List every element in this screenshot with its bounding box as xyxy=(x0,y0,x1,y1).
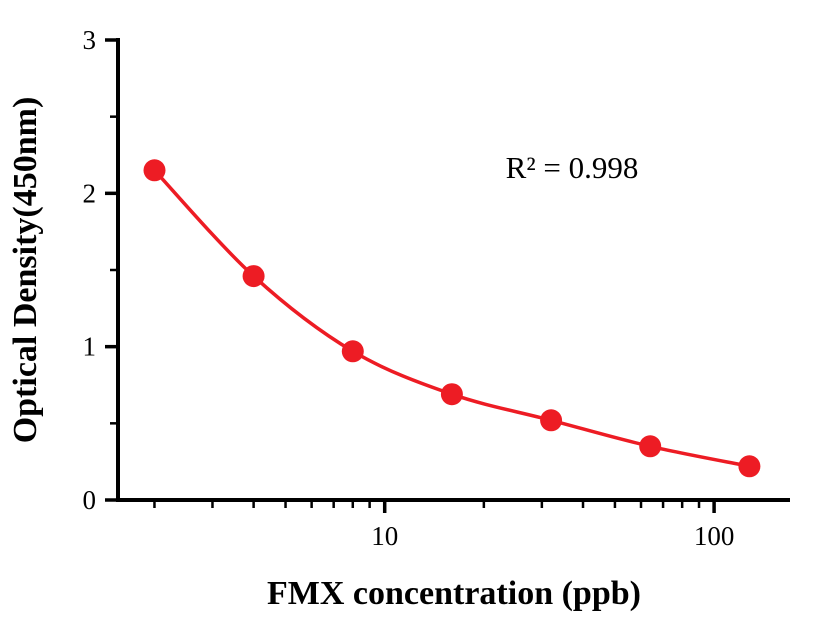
x-axis-title: FMX concentration (ppb) xyxy=(267,575,641,612)
data-point xyxy=(143,159,166,182)
data-point xyxy=(341,340,364,363)
data-point xyxy=(440,383,463,406)
data-point xyxy=(242,265,265,288)
y-tick-label: 3 xyxy=(83,25,97,55)
data-point xyxy=(540,409,563,432)
x-tick-label: 10 xyxy=(371,521,398,551)
axes-layer xyxy=(116,38,790,502)
data-point xyxy=(738,455,761,478)
y-axis-title: Optical Density(450nm) xyxy=(7,97,44,444)
r-squared-annotation: R² = 0.998 xyxy=(506,150,639,185)
y-tick-label: 2 xyxy=(83,178,97,208)
fit-curve xyxy=(152,168,752,469)
y-tick-label: 0 xyxy=(83,485,97,515)
x-tick-label: 100 xyxy=(694,521,735,551)
y-tick-label: 1 xyxy=(83,332,97,362)
data-point xyxy=(639,435,662,458)
fit-curve-and-points-layer xyxy=(143,159,761,478)
ticks-layer: 0 1 2 3 10 100 xyxy=(83,25,735,551)
